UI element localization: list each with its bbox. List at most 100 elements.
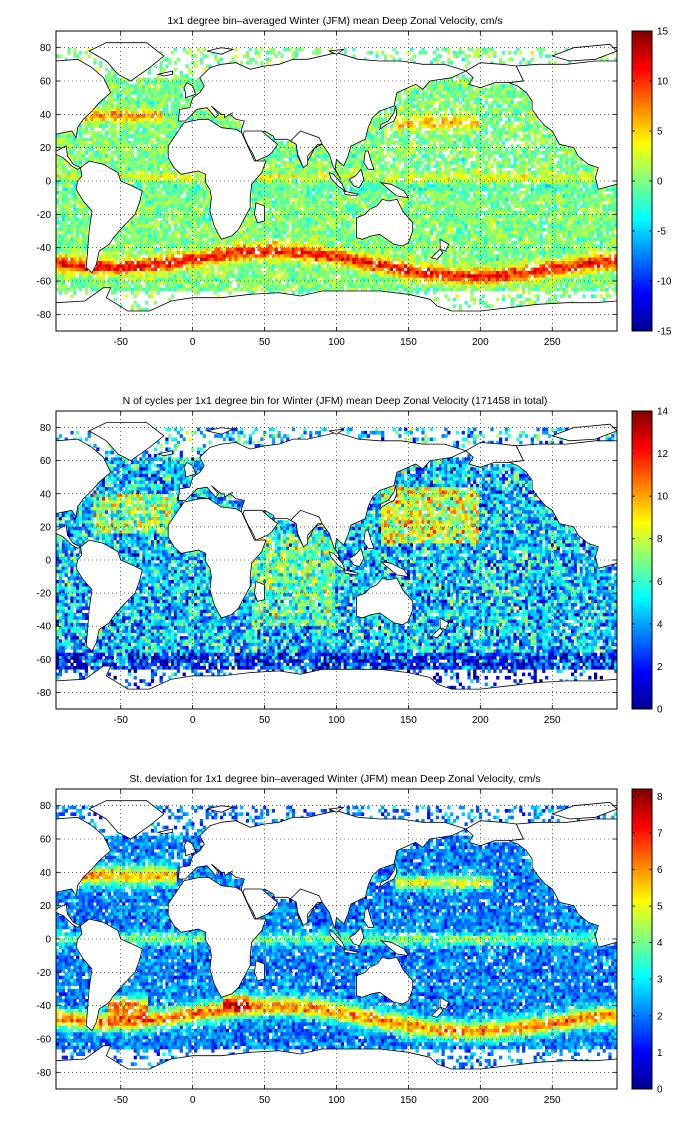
data-cell	[372, 134, 376, 139]
data-cell	[73, 227, 77, 232]
data-cell	[455, 94, 460, 99]
data-cell	[150, 147, 155, 152]
data-cell	[386, 197, 391, 202]
data-cell	[435, 191, 439, 195]
data-cell	[496, 97, 500, 102]
data-cell	[430, 194, 434, 199]
data-cell	[568, 191, 572, 195]
data-cell	[337, 187, 342, 192]
data-cell	[125, 134, 129, 139]
data-cell	[453, 221, 457, 225]
data-cell	[291, 171, 296, 175]
data-cell	[133, 91, 137, 95]
data-cell	[76, 141, 80, 145]
data-cell	[444, 137, 448, 142]
data-cell	[219, 117, 224, 122]
data-cell	[568, 157, 572, 162]
data-cell	[145, 111, 149, 115]
data-cell	[550, 161, 555, 165]
data-cell	[484, 101, 488, 105]
data-cell	[568, 214, 572, 219]
data-cell	[156, 124, 160, 129]
data-cell	[441, 131, 445, 135]
data-cell	[76, 177, 80, 182]
data-cell	[470, 177, 474, 182]
data-cell	[447, 191, 451, 195]
data-cell	[418, 131, 422, 135]
data-cell	[450, 151, 454, 155]
data-cell	[142, 207, 146, 212]
data-cell	[102, 107, 106, 112]
data-cell	[418, 144, 422, 149]
data-cell	[611, 187, 615, 192]
data-cell	[369, 191, 373, 195]
data-cell	[266, 194, 270, 199]
data-cell	[406, 151, 411, 155]
data-cell	[119, 141, 123, 145]
data-cell	[582, 207, 586, 212]
data-cell	[556, 201, 560, 205]
data-cell	[271, 161, 275, 165]
data-cell	[162, 77, 166, 82]
data-cell	[527, 197, 532, 202]
data-cell	[159, 144, 163, 149]
data-cell	[346, 157, 350, 162]
data-cell	[142, 217, 146, 222]
data-cell	[248, 224, 252, 229]
data-cell	[260, 224, 264, 229]
data-cell	[294, 47, 299, 52]
data-cell	[329, 171, 333, 175]
data-cell	[122, 124, 126, 129]
data-cell	[349, 197, 353, 202]
data-cell	[182, 84, 186, 89]
data-cell	[412, 117, 416, 122]
data-cell	[553, 207, 557, 212]
data-cell	[501, 181, 506, 185]
data-cell	[547, 204, 552, 209]
data-cell	[513, 221, 517, 225]
data-cell	[300, 201, 304, 205]
data-cell	[87, 131, 91, 135]
data-cell	[369, 51, 373, 55]
data-cell	[582, 197, 586, 202]
data-cell	[565, 181, 569, 185]
data-cell	[588, 204, 592, 209]
data-cell	[266, 204, 270, 209]
data-cell	[401, 127, 405, 132]
data-cell	[444, 91, 448, 95]
data-cell	[507, 171, 511, 175]
data-cell	[441, 174, 445, 179]
data-cell	[513, 137, 517, 142]
data-cell	[355, 207, 359, 212]
data-cell	[608, 207, 612, 212]
data-cell	[219, 124, 224, 129]
data-cell	[312, 204, 316, 209]
data-cell	[179, 84, 183, 89]
data-cell	[274, 181, 278, 185]
data-cell	[349, 217, 353, 222]
data-cell	[464, 94, 468, 99]
data-cell	[90, 137, 94, 142]
data-cell	[547, 154, 552, 159]
data-cell	[381, 157, 385, 162]
data-cell	[64, 167, 68, 172]
data-cell	[435, 187, 439, 192]
data-cell	[585, 214, 589, 219]
data-cell	[93, 134, 97, 139]
data-cell	[153, 161, 158, 165]
data-cell	[294, 157, 299, 162]
data-cell	[73, 171, 77, 175]
data-cell	[447, 161, 451, 165]
data-cell	[199, 204, 204, 209]
data-cell	[524, 61, 529, 65]
data-cell	[427, 117, 431, 122]
data-cell	[473, 204, 477, 209]
data-cell	[260, 194, 264, 199]
data-cell	[323, 181, 327, 185]
data-cell	[418, 124, 422, 129]
data-cell	[516, 224, 520, 229]
data-cell	[499, 151, 503, 155]
data-cell	[536, 171, 540, 175]
data-cell	[513, 191, 517, 195]
data-cell	[593, 187, 598, 192]
